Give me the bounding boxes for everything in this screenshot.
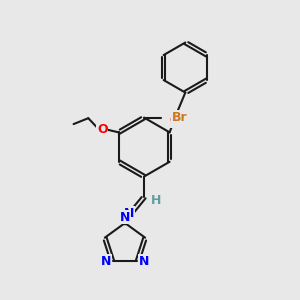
Text: O: O [97,123,108,136]
Text: O: O [170,114,180,127]
Text: H: H [151,194,162,207]
Text: N: N [120,211,130,224]
Text: N: N [124,207,135,220]
Text: Br: Br [172,111,188,124]
Text: N: N [101,255,111,268]
Text: N: N [139,255,149,268]
